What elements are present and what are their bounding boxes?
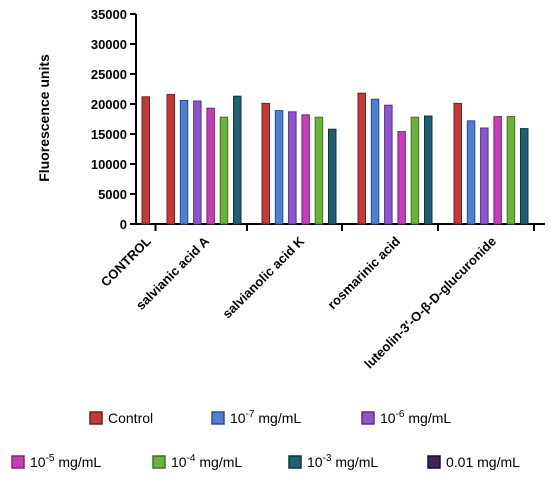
bar [357, 92, 366, 225]
bars [141, 92, 529, 225]
bar [370, 98, 380, 225]
legend-swatch [152, 455, 166, 469]
legend-swatch [211, 411, 225, 425]
legend-label: 0.01 mg/mL [446, 454, 520, 470]
bar [424, 115, 433, 225]
bar [301, 114, 310, 225]
legend-label: 10-5 mg/mL [30, 453, 101, 470]
x-tick-label: salvianolic acid K [219, 233, 307, 321]
bar [193, 100, 202, 225]
y-tick-label: 0 [120, 217, 127, 232]
y-tick-label: 15000 [91, 127, 127, 142]
y-tick-label: 30000 [91, 37, 127, 52]
bar [480, 127, 489, 225]
bar [328, 128, 337, 225]
legend-swatch [288, 455, 302, 469]
bar [141, 96, 150, 225]
legend: Control 10-7 mg/mL 10-6 mg/mL 10-5 mg/mL 10-… [11, 409, 520, 470]
bar [410, 116, 420, 225]
bar [288, 111, 297, 225]
legend-label: 10-7 mg/mL [230, 409, 301, 426]
legend-swatch [89, 411, 103, 425]
bar [166, 93, 175, 225]
bar [466, 120, 476, 225]
bar [274, 110, 284, 225]
bar [206, 107, 215, 225]
y-tick-label: 35000 [91, 7, 127, 22]
bar [179, 99, 189, 225]
legend-swatch [361, 411, 375, 425]
bar [397, 131, 406, 225]
y-axis-label: Fluorescence units [36, 54, 52, 182]
legend-label: 10-4 mg/mL [171, 453, 242, 470]
y-tick-label: 10000 [91, 157, 127, 172]
x-tick-label: CONTROL [98, 233, 154, 289]
bar [453, 102, 462, 225]
bar [493, 116, 502, 225]
legend-label: Control [108, 410, 153, 426]
bar [314, 116, 324, 225]
bar [219, 116, 229, 225]
legend-label: 10-6 mg/mL [380, 409, 451, 426]
bar [520, 128, 529, 225]
bar [233, 95, 242, 225]
bar [384, 104, 393, 225]
legend-label: 10-3 mg/mL [307, 453, 378, 470]
legend-swatch [11, 455, 25, 469]
y-tick-label: 20000 [91, 97, 127, 112]
legend-swatch [427, 455, 441, 469]
bar [261, 102, 270, 225]
y-tick-label: 25000 [91, 67, 127, 82]
x-tick-label: rosmarinic acid [325, 233, 404, 312]
bar [506, 116, 516, 225]
y-tick-label: 5000 [98, 187, 127, 202]
